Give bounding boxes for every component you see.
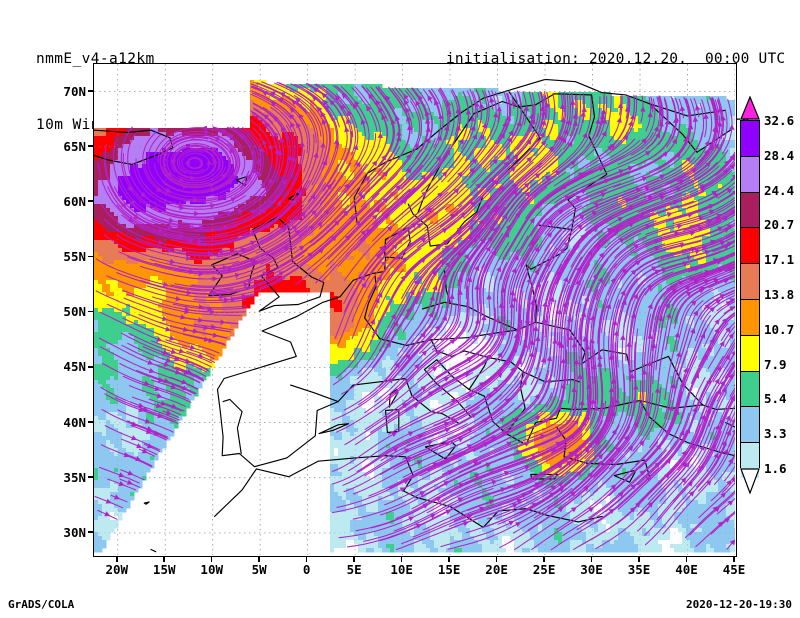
latitude-tick-mark <box>88 90 93 92</box>
longitude-tick-mark <box>258 557 260 562</box>
colorbar-tick-label: 1.6 <box>764 461 787 476</box>
wind-speed-shaded-map <box>94 64 735 555</box>
longitude-tick-mark <box>210 557 213 562</box>
latitude-tick-mark <box>88 365 93 368</box>
colorbar-band <box>741 227 759 264</box>
colorbar-tick-label: 5.4 <box>764 391 787 407</box>
longitude-tick-mark <box>305 557 308 562</box>
latitude-tick-mark <box>88 310 93 313</box>
longitude-tick-mark <box>400 557 403 562</box>
colorbar-under-cap <box>740 468 760 495</box>
longitude-tick-label: 30E <box>580 562 603 577</box>
latitude-tick-label: 55N <box>63 249 86 265</box>
latitude-tick-mark <box>88 200 93 202</box>
colorbar-tick-label: 3.3 <box>764 426 787 442</box>
colorbar-band <box>741 370 759 407</box>
longitude-tick-label: 10E <box>390 562 413 577</box>
longitude-tick-label: 15W <box>152 562 176 577</box>
latitude-tick-mark <box>88 531 93 534</box>
latitude-tick-label: 35N <box>63 469 86 485</box>
producer-label: GrADS/COLA <box>8 598 75 611</box>
longitude-tick-label: 15E <box>437 562 461 577</box>
map-canvas <box>94 64 736 556</box>
longitude-tick-label: 45E <box>722 562 746 577</box>
latitude-tick-label: 60N <box>63 193 86 209</box>
longitude-tick-label: 25E <box>532 562 556 577</box>
latitude-tick-label: 40N <box>63 414 86 430</box>
colorbar-tick-label: 7.9 <box>764 356 787 372</box>
longitude-tick-label: 20W <box>105 562 129 577</box>
streamline-arrowheads <box>104 87 735 546</box>
longitude-tick-mark <box>115 557 118 562</box>
longitude-tick-label: 35E <box>627 562 651 577</box>
colorbar-band <box>741 334 759 371</box>
latlon-gridlines <box>94 64 735 555</box>
colorbar-tick-label: 24.4 <box>764 182 795 198</box>
longitude-tick-mark <box>733 557 735 562</box>
longitude-tick-mark <box>638 557 640 562</box>
colorbar-band <box>741 121 759 156</box>
colorbar-over-cap <box>740 95 760 120</box>
longitude-tick-label: 0 <box>302 562 311 577</box>
colorbar-tick-label: 13.8 <box>764 287 795 302</box>
longitude-tick-label: 10W <box>200 562 223 577</box>
longitude-tick-label: 5W <box>251 562 267 577</box>
colorbar-tick-label: 10.7 <box>764 321 795 337</box>
longitude-tick-mark <box>590 557 593 562</box>
colorbar-band <box>741 263 759 299</box>
longitude-tick-mark <box>353 557 355 562</box>
longitude-tick-mark <box>163 557 166 562</box>
colorbar-tick-label: 32.6 <box>764 113 795 128</box>
latitude-tick-label: 45N <box>63 359 86 375</box>
colorbar-bands <box>740 120 760 478</box>
colorbar-tick-label: 20.7 <box>764 217 795 233</box>
render-timestamp-label: 2020-12-20-19:30 <box>686 598 792 611</box>
longitude-tick-label: 5E <box>346 562 362 577</box>
longitude-tick-label: 40E <box>675 562 698 577</box>
longitude-tick-mark <box>685 557 688 562</box>
colorbar: 32.6 28.4 24.4 20.7 17.1 13.8 10.7 7.9 5.4 3.3 1.6 <box>736 95 800 496</box>
longitude-tick-mark <box>543 557 545 562</box>
latitude-tick-label: 70N <box>63 83 86 99</box>
colorbar-band <box>741 155 759 192</box>
latitude-tick-label: 65N <box>63 138 86 154</box>
map-plot-area <box>93 63 737 557</box>
colorbar-band <box>741 191 759 228</box>
latitude-tick-mark <box>88 255 93 258</box>
colorbar-tick-label: 17.1 <box>764 252 795 268</box>
latitude-tick-mark <box>88 476 93 478</box>
colorbar-band <box>741 406 759 443</box>
longitude-tick-label: 20E <box>485 562 508 577</box>
latitude-tick-label: 50N <box>63 304 86 320</box>
latitude-tick-mark <box>88 145 93 147</box>
colorbar-band <box>741 298 759 335</box>
longitude-tick-mark <box>495 557 498 562</box>
chart-footer: GrADS/COLA 2020-12-20-19:30 <box>0 596 800 618</box>
latitude-tick-mark <box>88 421 93 423</box>
chart-header: nmmE_v4-a12km 10m Wind [m/s] initialisat… <box>0 0 800 133</box>
longitude-tick-mark <box>448 557 450 562</box>
colorbar-tick-label: 28.4 <box>764 147 795 163</box>
latitude-tick-label: 30N <box>63 524 86 540</box>
